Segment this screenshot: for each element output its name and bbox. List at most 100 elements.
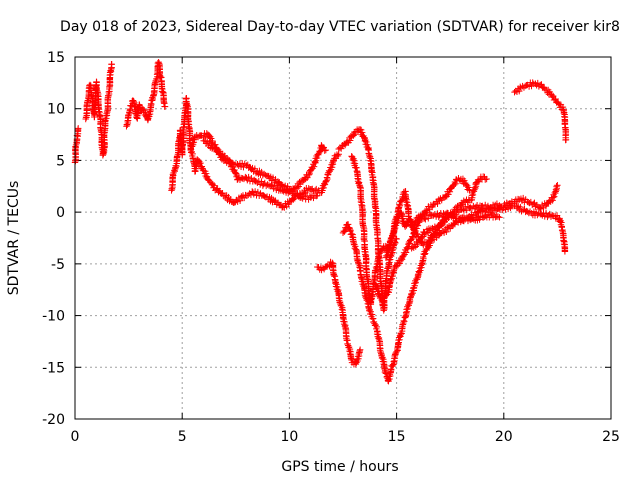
data-point <box>516 196 523 203</box>
data-point <box>414 241 421 249</box>
y-tick-label: -10 <box>42 309 65 325</box>
data-point <box>274 178 282 185</box>
data-point <box>364 141 371 148</box>
data-point <box>247 191 255 199</box>
data-point <box>421 250 429 257</box>
data-point <box>542 202 550 210</box>
data-point <box>446 188 454 195</box>
data-point <box>368 311 376 318</box>
data-point <box>216 150 223 157</box>
data-point <box>447 185 455 192</box>
data-point <box>363 138 370 146</box>
y-tick-label: -15 <box>42 360 65 376</box>
data-point <box>460 197 467 204</box>
data-point <box>297 194 305 201</box>
data-point <box>204 175 211 183</box>
data-point <box>108 61 115 68</box>
data-point <box>483 206 490 213</box>
data-point <box>562 136 569 144</box>
data-point <box>352 243 359 250</box>
data-point <box>414 222 422 229</box>
x-axis-label: GPS time / hours <box>281 459 398 475</box>
data-point <box>417 267 424 274</box>
data-point <box>551 193 558 200</box>
data-point <box>388 275 396 282</box>
data-point <box>174 152 181 160</box>
data-point <box>131 103 138 111</box>
data-point <box>333 151 341 158</box>
data-point <box>409 224 416 231</box>
data-point <box>209 180 216 188</box>
data-point <box>442 193 449 201</box>
data-point <box>241 160 248 168</box>
data-point <box>254 188 262 196</box>
data-point <box>465 184 472 191</box>
data-point <box>547 213 555 220</box>
data-point <box>360 132 367 140</box>
data-point <box>382 292 390 299</box>
data-point <box>197 159 204 167</box>
data-point <box>74 127 82 134</box>
data-point <box>313 154 321 162</box>
data-point <box>527 198 535 206</box>
data-point <box>420 242 427 249</box>
data-point <box>471 205 479 212</box>
data-point <box>156 73 164 80</box>
data-point <box>397 330 405 338</box>
data-point <box>256 181 264 188</box>
data-point <box>525 209 533 217</box>
data-point <box>402 249 410 256</box>
data-point <box>346 137 354 144</box>
data-point <box>319 187 326 194</box>
data-point <box>356 347 363 355</box>
data-point <box>250 191 257 198</box>
data-point <box>401 318 408 325</box>
data-point <box>523 82 530 89</box>
data-point <box>470 202 477 210</box>
data-point <box>405 213 413 220</box>
data-point <box>360 236 368 243</box>
data-point <box>125 114 132 121</box>
data-point <box>494 213 502 220</box>
data-point <box>463 207 470 214</box>
data-point <box>412 279 419 286</box>
data-point <box>240 163 247 171</box>
data-point <box>476 216 483 223</box>
data-point <box>251 188 259 195</box>
data-point <box>393 262 400 270</box>
data-point <box>159 88 167 96</box>
data-point <box>426 238 433 245</box>
data-point <box>517 203 524 211</box>
y-tick-label: 0 <box>56 205 65 221</box>
y-tick-label: 15 <box>47 50 65 66</box>
data-point <box>418 234 426 242</box>
data-point <box>316 148 323 155</box>
data-point <box>88 92 95 100</box>
data-point <box>396 260 403 267</box>
data-point <box>337 145 345 152</box>
data-point <box>479 207 486 215</box>
grid <box>75 57 611 419</box>
data-point <box>403 222 410 229</box>
chart-title: Day 018 of 2023, Sidereal Day-to-day VTE… <box>60 19 620 35</box>
data-point <box>482 176 489 183</box>
data-point <box>487 208 494 216</box>
data-point <box>297 181 304 188</box>
data-point <box>320 144 327 151</box>
data-point <box>436 220 444 228</box>
data-point <box>142 109 149 116</box>
data-point <box>416 215 424 222</box>
data-point <box>438 220 445 227</box>
data-point <box>393 214 400 221</box>
data-point <box>549 197 556 204</box>
data-point <box>405 301 412 309</box>
data-points <box>71 58 570 385</box>
data-point <box>406 240 413 247</box>
data-point <box>388 237 395 244</box>
data-point <box>553 185 560 192</box>
y-axis-label: SDTVAR / TECUs <box>6 181 22 296</box>
x-tick-label: 25 <box>602 429 620 445</box>
data-point <box>290 196 297 203</box>
data-point <box>480 207 488 214</box>
